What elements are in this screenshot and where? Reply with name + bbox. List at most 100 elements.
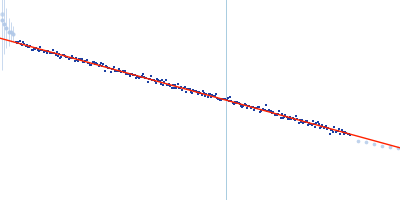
Point — [189, 91, 195, 95]
Point — [88, 64, 95, 67]
Point — [329, 128, 335, 131]
Point — [271, 113, 278, 116]
Point — [225, 97, 231, 100]
Point — [244, 106, 250, 109]
Point — [134, 75, 140, 78]
Point — [117, 69, 123, 72]
Point — [255, 106, 261, 109]
Point — [222, 97, 229, 100]
Point — [105, 67, 111, 70]
Point — [164, 84, 170, 87]
Point — [276, 109, 282, 113]
Point — [254, 106, 260, 109]
Point — [196, 91, 202, 94]
Point — [260, 108, 266, 111]
Point — [311, 122, 317, 125]
Point — [252, 106, 259, 109]
Point — [79, 58, 85, 61]
Point — [324, 128, 330, 131]
Point — [237, 102, 243, 106]
Point — [168, 86, 175, 89]
Point — [184, 88, 190, 91]
Point — [379, 144, 385, 147]
Point — [72, 60, 78, 63]
Point — [149, 79, 156, 82]
Point — [340, 131, 346, 134]
Point — [78, 57, 84, 60]
Point — [100, 62, 106, 66]
Point — [328, 129, 334, 132]
Point — [316, 122, 322, 126]
Point — [298, 120, 304, 123]
Point — [131, 74, 138, 77]
Point — [310, 120, 316, 123]
Point — [272, 113, 279, 116]
Point — [62, 54, 68, 57]
Point — [91, 60, 97, 63]
Point — [251, 108, 258, 111]
Point — [183, 90, 189, 93]
Point — [214, 96, 220, 100]
Point — [346, 132, 352, 135]
Point — [171, 86, 177, 89]
Point — [146, 77, 152, 81]
Point — [180, 87, 187, 90]
Point — [341, 132, 347, 136]
Point — [158, 82, 164, 85]
Point — [141, 76, 147, 79]
Point — [207, 92, 213, 95]
Point — [308, 123, 315, 126]
Point — [312, 125, 318, 128]
Point — [206, 93, 212, 96]
Point — [102, 64, 109, 67]
Point — [31, 47, 37, 50]
Point — [212, 94, 218, 97]
Point — [232, 100, 238, 103]
Point — [269, 112, 275, 115]
Point — [130, 73, 136, 76]
Point — [63, 55, 70, 58]
Point — [85, 61, 91, 65]
Point — [192, 90, 199, 93]
Point — [25, 45, 31, 48]
Point — [278, 113, 285, 116]
Point — [60, 53, 66, 57]
Point — [153, 81, 159, 84]
Point — [147, 78, 153, 81]
Point — [342, 130, 348, 134]
Point — [155, 79, 162, 82]
Point — [325, 127, 332, 130]
Point — [182, 85, 188, 88]
Point — [218, 98, 224, 102]
Point — [75, 59, 82, 62]
Point — [176, 87, 182, 90]
Point — [289, 116, 296, 120]
Point — [27, 45, 34, 48]
Point — [295, 122, 302, 125]
Point — [44, 51, 50, 55]
Point — [281, 115, 287, 118]
Point — [177, 86, 183, 90]
Point — [61, 53, 67, 56]
Point — [101, 69, 108, 73]
Point — [36, 49, 42, 53]
Point — [292, 118, 298, 122]
Point — [221, 98, 228, 101]
Point — [226, 100, 232, 103]
Point — [68, 57, 74, 60]
Point — [256, 106, 262, 109]
Point — [234, 101, 241, 104]
Point — [56, 52, 62, 56]
Point — [334, 130, 340, 133]
Point — [250, 106, 256, 109]
Point — [18, 43, 24, 46]
Point — [119, 69, 126, 73]
Point — [238, 104, 244, 107]
Point — [32, 48, 38, 51]
Point — [51, 51, 58, 55]
Point — [313, 122, 320, 125]
Point — [90, 61, 96, 64]
Point — [200, 89, 206, 92]
Point — [124, 72, 130, 75]
Point — [122, 69, 128, 72]
